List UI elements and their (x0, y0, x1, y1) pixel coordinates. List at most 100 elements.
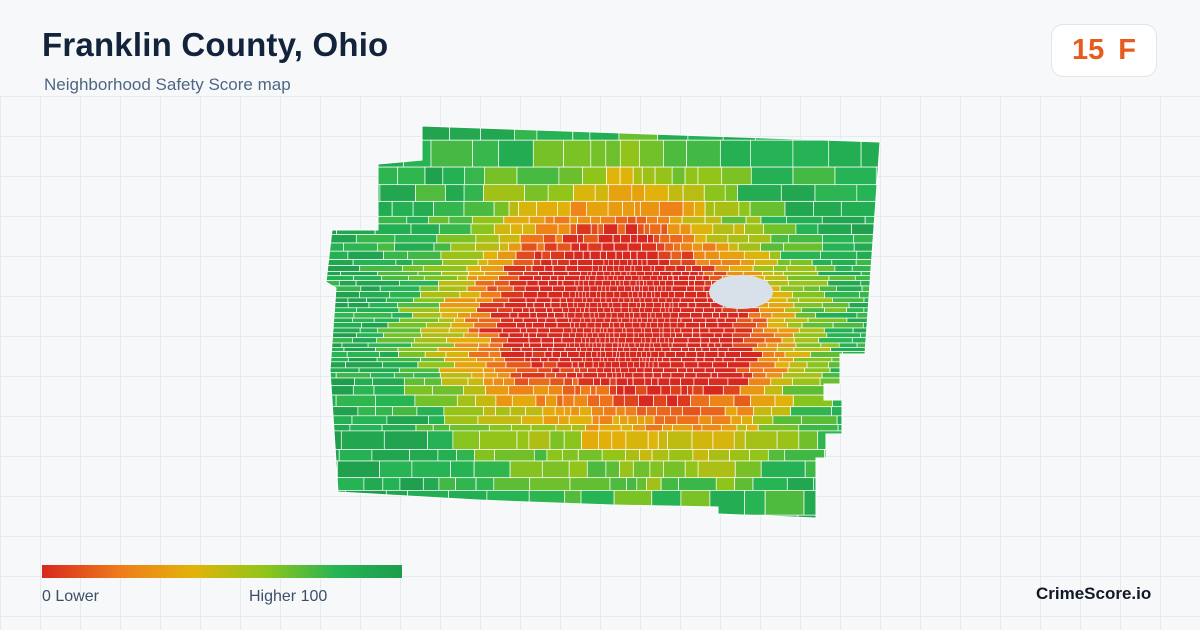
neighborhood-area[interactable] (673, 327, 682, 334)
neighborhood-area[interactable] (346, 351, 380, 358)
neighborhood-area[interactable] (621, 372, 625, 379)
neighborhood-area[interactable] (478, 342, 490, 348)
neighborhood-area[interactable] (588, 280, 596, 287)
neighborhood-area[interactable] (374, 223, 412, 235)
neighborhood-area[interactable] (576, 285, 584, 292)
neighborhood-area[interactable] (664, 302, 671, 309)
neighborhood-area[interactable] (318, 215, 358, 225)
neighborhood-area[interactable] (605, 351, 614, 358)
neighborhood-area[interactable] (567, 351, 580, 358)
neighborhood-area[interactable] (619, 351, 626, 358)
neighborhood-area[interactable] (486, 285, 498, 292)
neighborhood-area[interactable] (704, 280, 712, 287)
neighborhood-area[interactable] (575, 291, 580, 299)
neighborhood-area[interactable] (505, 514, 538, 520)
neighborhood-area[interactable] (534, 250, 543, 260)
neighborhood-area[interactable] (493, 357, 505, 363)
neighborhood-area[interactable] (665, 280, 674, 287)
neighborhood-area[interactable] (392, 406, 418, 417)
neighborhood-area[interactable] (654, 285, 658, 292)
neighborhood-area[interactable] (619, 460, 634, 479)
neighborhood-area[interactable] (777, 357, 794, 363)
neighborhood-area[interactable] (345, 361, 383, 369)
neighborhood-area[interactable] (563, 406, 572, 417)
neighborhood-area[interactable] (594, 327, 601, 334)
neighborhood-area[interactable] (855, 259, 884, 266)
neighborhood-area[interactable] (633, 312, 641, 319)
neighborhood-area[interactable] (659, 327, 664, 334)
neighborhood-area[interactable] (638, 280, 644, 287)
neighborhood-area[interactable] (701, 424, 722, 432)
neighborhood-area[interactable] (657, 361, 671, 369)
neighborhood-area[interactable] (766, 342, 778, 348)
neighborhood-area[interactable] (784, 201, 815, 217)
neighborhood-area[interactable] (540, 357, 549, 363)
neighborhood-area[interactable] (355, 234, 396, 244)
neighborhood-area[interactable] (627, 242, 642, 252)
neighborhood-area[interactable] (509, 406, 527, 417)
neighborhood-area[interactable] (703, 357, 716, 363)
neighborhood-area[interactable] (566, 372, 577, 379)
neighborhood-area[interactable] (558, 166, 583, 186)
neighborhood-area[interactable] (318, 201, 350, 217)
neighborhood-area[interactable] (650, 275, 658, 281)
neighborhood-area[interactable] (824, 307, 847, 313)
neighborhood-area[interactable] (696, 291, 708, 299)
neighborhood-area[interactable] (742, 372, 753, 379)
neighborhood-area[interactable] (525, 297, 537, 303)
neighborhood-area[interactable] (600, 215, 616, 225)
neighborhood-area[interactable] (413, 297, 445, 303)
neighborhood-area[interactable] (543, 242, 558, 252)
neighborhood-area[interactable] (651, 377, 659, 387)
neighborhood-area[interactable] (688, 280, 695, 287)
neighborhood-area[interactable] (601, 322, 610, 329)
neighborhood-area[interactable] (586, 460, 607, 479)
neighborhood-area[interactable] (653, 342, 662, 348)
neighborhood-area[interactable] (490, 337, 508, 344)
neighborhood-area[interactable] (470, 312, 491, 319)
neighborhood-area[interactable] (334, 307, 358, 313)
neighborhood-area[interactable] (547, 291, 564, 299)
neighborhood-area[interactable] (352, 385, 375, 396)
neighborhood-area[interactable] (561, 337, 575, 344)
neighborhood-area[interactable] (550, 302, 561, 309)
neighborhood-area[interactable] (820, 342, 840, 348)
neighborhood-area[interactable] (628, 302, 637, 309)
neighborhood-area[interactable] (857, 357, 884, 363)
neighborhood-area[interactable] (638, 332, 645, 338)
neighborhood-area[interactable] (637, 347, 645, 352)
neighborhood-area[interactable] (592, 361, 599, 369)
neighborhood-area[interactable] (592, 259, 605, 266)
neighborhood-area[interactable] (422, 477, 440, 491)
neighborhood-area[interactable] (736, 317, 753, 323)
neighborhood-area[interactable] (442, 166, 466, 186)
neighborhood-area[interactable] (581, 337, 586, 344)
neighborhood-area[interactable] (441, 377, 469, 387)
neighborhood-area[interactable] (636, 351, 642, 358)
neighborhood-area[interactable] (622, 327, 627, 334)
neighborhood-area[interactable] (624, 406, 638, 417)
neighborhood-area[interactable] (449, 424, 490, 432)
neighborhood-area[interactable] (585, 337, 590, 344)
neighborhood-area[interactable] (318, 259, 354, 266)
neighborhood-area[interactable] (318, 394, 337, 408)
neighborhood-area[interactable] (612, 234, 621, 244)
neighborhood-area[interactable] (660, 307, 666, 313)
neighborhood-area[interactable] (343, 347, 376, 352)
neighborhood-area[interactable] (524, 184, 549, 202)
neighborhood-area[interactable] (745, 215, 762, 225)
neighborhood-area[interactable] (831, 357, 858, 363)
neighborhood-area[interactable] (376, 357, 421, 363)
neighborhood-area[interactable] (709, 259, 722, 266)
neighborhood-area[interactable] (834, 265, 853, 272)
neighborhood-area[interactable] (664, 415, 678, 425)
neighborhood-area[interactable] (622, 250, 631, 260)
neighborhood-area[interactable] (541, 250, 551, 260)
neighborhood-area[interactable] (616, 351, 620, 358)
neighborhood-area[interactable] (629, 312, 634, 319)
neighborhood-area[interactable] (617, 285, 625, 292)
neighborhood-area[interactable] (351, 415, 388, 425)
neighborhood-area[interactable] (883, 235, 884, 244)
neighborhood-area[interactable] (846, 122, 872, 141)
neighborhood-area[interactable] (667, 184, 684, 202)
